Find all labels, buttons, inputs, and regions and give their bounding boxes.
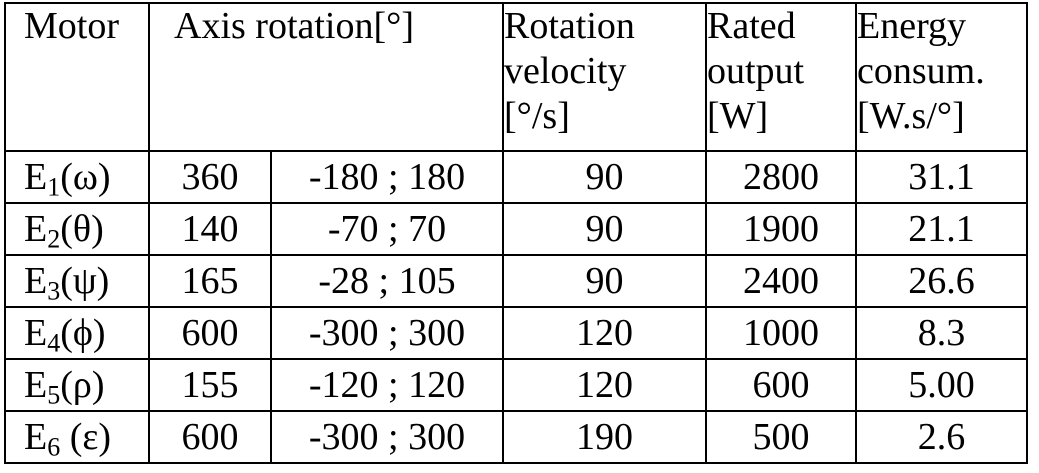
motor-subscript: 1: [47, 172, 61, 201]
header-motor-label: Motor: [24, 5, 119, 47]
motor-base: E: [24, 311, 48, 354]
axis-rotation-cell: 165: [148, 254, 272, 308]
motor-cell: E4(ϕ): [4, 306, 150, 360]
motor-subscript: 6: [47, 432, 61, 461]
header-axis-rotation: Axis rotation[°]: [148, 2, 504, 152]
header-rotation-velocity: Rotation velocity [°/s]: [502, 2, 707, 152]
header-rotation-velocity-line: velocity: [504, 50, 627, 92]
rotation-range-cell: -180 ; 180: [270, 150, 504, 204]
motor-subscript: 3: [47, 276, 61, 305]
rotation-range-cell: -300 ; 300: [270, 410, 504, 464]
header-motor: Motor: [4, 2, 150, 152]
rated-output-cell: 2800: [705, 150, 857, 204]
axis-rotation-cell: 360: [148, 150, 272, 204]
axis-rotation-cell: 140: [148, 202, 272, 256]
header-rotation-velocity-line: [°/s]: [504, 95, 570, 137]
motor-subscript: 4: [47, 328, 61, 357]
table-row: E5(ρ) 155 -120 ; 120 120 600 5.00: [4, 358, 1028, 412]
rated-output-cell: 1900: [705, 202, 857, 256]
header-axis-rotation-label: Axis rotation[°]: [174, 5, 414, 47]
motor-cell: E2(θ): [4, 202, 150, 256]
table-row: E4(ϕ) 600 -300 ; 300 120 1000 8.3: [4, 306, 1028, 360]
motor-angle: (θ): [60, 207, 104, 250]
header-energy-consumption: Energy consum. [W.s/°]: [855, 2, 1028, 152]
motor-angle: (ω): [60, 155, 111, 198]
rotation-velocity-cell: 120: [502, 358, 707, 412]
motor-cell: E1(ω): [4, 150, 150, 204]
motor-cell: E6 (ε): [4, 410, 150, 464]
axis-rotation-cell: 600: [148, 306, 272, 360]
rotation-range-cell: -300 ; 300: [270, 306, 504, 360]
motor-base: E: [24, 207, 48, 250]
rotation-velocity-cell: 120: [502, 306, 707, 360]
header-rated-output: Rated output [W]: [705, 2, 857, 152]
header-row: Motor Axis rotation[°] Rotation velocity…: [4, 2, 1028, 152]
rotation-velocity-cell: 190: [502, 410, 707, 464]
header-rotation-velocity-line: Rotation: [504, 5, 635, 47]
table-row: E2(θ) 140 -70 ; 70 90 1900 21.1: [4, 202, 1028, 256]
motor-cell: E3(ψ): [4, 254, 150, 308]
table-row: E1(ω) 360 -180 ; 180 90 2800 31.1: [4, 150, 1028, 204]
motor-base: E: [24, 363, 48, 406]
header-rated-output-line: output: [707, 50, 805, 92]
header-rated-output-line: [W]: [707, 95, 769, 137]
rotation-range-cell: -120 ; 120: [270, 358, 504, 412]
rotation-range-cell: -28 ; 105: [270, 254, 504, 308]
header-rated-output-line: Rated: [707, 5, 796, 47]
header-energy-consumption-line: Energy: [857, 5, 967, 47]
rotation-velocity-cell: 90: [502, 202, 707, 256]
rotation-velocity-cell: 90: [502, 150, 707, 204]
energy-consumption-cell: 5.00: [855, 358, 1028, 412]
axis-rotation-cell: 155: [148, 358, 272, 412]
energy-consumption-cell: 31.1: [855, 150, 1028, 204]
motor-base: E: [24, 155, 48, 198]
table-row: E3(ψ) 165 -28 ; 105 90 2400 26.6: [4, 254, 1028, 308]
rated-output-cell: 2400: [705, 254, 857, 308]
motor-base: E: [24, 259, 48, 302]
energy-consumption-cell: 8.3: [855, 306, 1028, 360]
motor-cell: E5(ρ): [4, 358, 150, 412]
header-energy-consumption-line: consum.: [857, 50, 985, 92]
motor-subscript: 5: [47, 380, 61, 409]
rated-output-cell: 500: [705, 410, 857, 464]
motor-subscript: 2: [47, 224, 61, 253]
motor-angle: (ε): [60, 415, 111, 458]
motor-angle: (ρ): [60, 363, 105, 406]
energy-consumption-cell: 26.6: [855, 254, 1028, 308]
rated-output-cell: 600: [705, 358, 857, 412]
energy-consumption-cell: 21.1: [855, 202, 1028, 256]
motor-base: E: [24, 415, 48, 458]
rated-output-cell: 1000: [705, 306, 857, 360]
energy-consumption-cell: 2.6: [855, 410, 1028, 464]
table-row: E6 (ε) 600 -300 ; 300 190 500 2.6: [4, 410, 1028, 464]
motor-angle: (ϕ): [60, 311, 106, 354]
motor-angle: (ψ): [60, 259, 110, 302]
motor-specifications-table: Motor Axis rotation[°] Rotation velocity…: [4, 2, 1028, 464]
rotation-velocity-cell: 90: [502, 254, 707, 308]
axis-rotation-cell: 600: [148, 410, 272, 464]
rotation-range-cell: -70 ; 70: [270, 202, 504, 256]
header-energy-consumption-line: [W.s/°]: [857, 95, 965, 137]
